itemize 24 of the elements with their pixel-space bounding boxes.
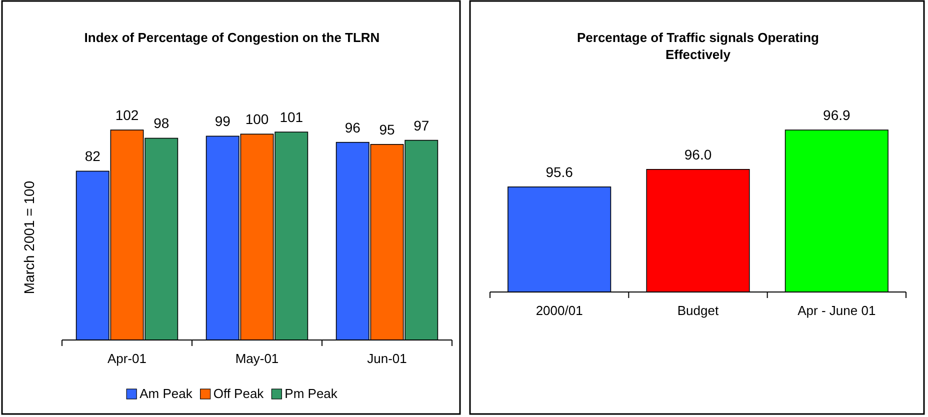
data-label: 101 — [280, 109, 304, 126]
data-label: 99 — [214, 113, 231, 130]
data-label: 95.6 — [546, 164, 574, 180]
x-tick-label: Budget — [677, 303, 719, 318]
legend-label: Off Peak — [213, 386, 264, 401]
data-label: 97 — [414, 117, 430, 134]
x-tick-label: Jun-01 — [367, 351, 407, 366]
data-label: 100 — [245, 111, 269, 128]
data-label: 82 — [84, 148, 101, 164]
x-tick-label: May-01 — [235, 351, 279, 366]
y-axis-title: March 2001 = 100 — [21, 180, 37, 294]
chart-title: Index of Percentage of Congestion on the TLRN — [84, 30, 380, 45]
legend-label: Am Peak — [140, 386, 193, 401]
chart-title: Percentage of Traffic signals Operating Effectively — [576, 30, 820, 62]
data-label: 96.9 — [823, 107, 851, 123]
data-label: 95 — [379, 121, 395, 138]
data-label: 96 — [344, 119, 361, 136]
x-tick-label: Apr-01 — [107, 351, 147, 366]
x-tick-label: Apr - June 01 — [798, 303, 876, 318]
data-label: 102 — [115, 107, 139, 123]
data-label: 96.0 — [684, 146, 712, 162]
x-tick-label: 2000/01 — [536, 303, 583, 318]
legend-label: Pm Peak — [284, 386, 338, 401]
data-label: 98 — [154, 115, 170, 132]
